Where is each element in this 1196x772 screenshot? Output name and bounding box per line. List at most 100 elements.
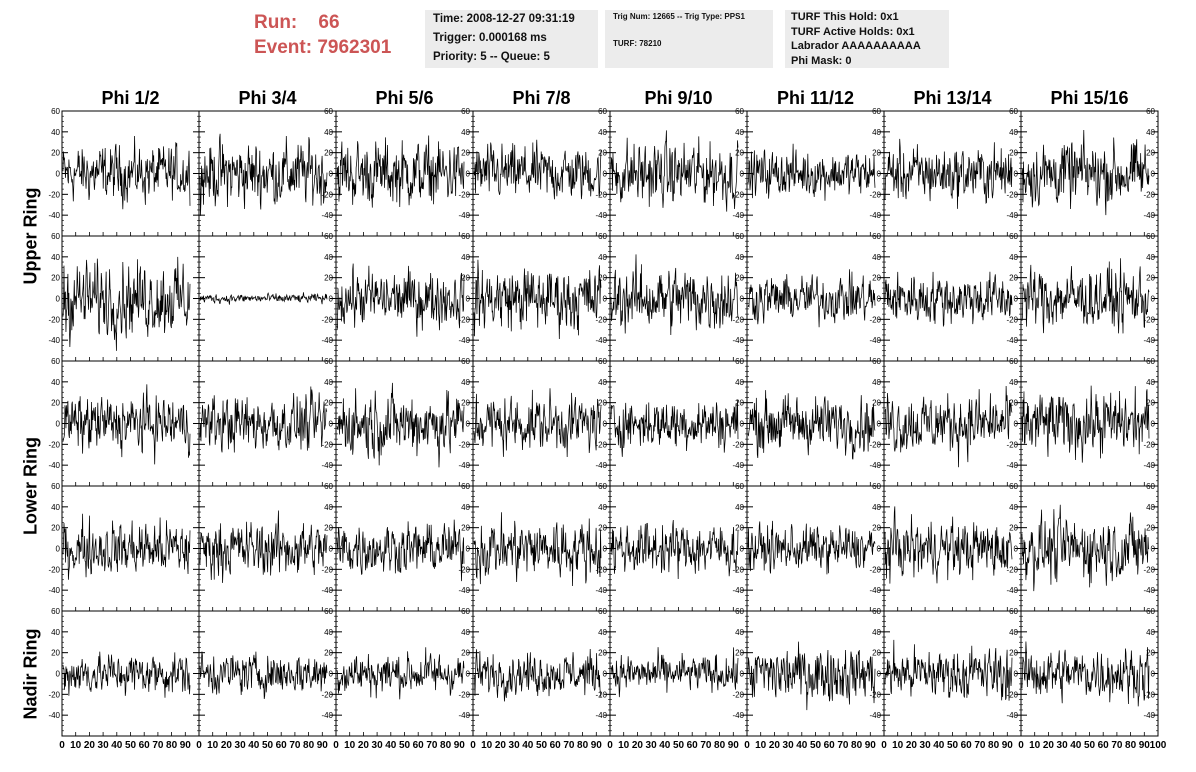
- trig-info-box: Trig Num: 12665 -- Trig Type: PPS1 TURF:…: [605, 10, 773, 68]
- x-tick-label: 20: [769, 740, 781, 751]
- y-tick-label: 0: [1151, 545, 1156, 554]
- x-tick-label: 0: [1018, 740, 1024, 751]
- x-tick-label: 50: [536, 740, 548, 751]
- trigger-text: Trigger: 0.000168 ms: [433, 32, 547, 44]
- panel-frame: [335, 110, 474, 237]
- y-tick-label: 40: [735, 128, 744, 137]
- y-tick-label: 0: [1014, 545, 1019, 554]
- y-tick-label: -20: [732, 190, 744, 199]
- waveform-trace: [62, 513, 191, 580]
- waveform-trace: [747, 641, 876, 711]
- y-tick-label: 40: [735, 253, 744, 262]
- y-tick-label: 40: [1146, 253, 1155, 262]
- trig-num-text: Trig Num: 12665 -- Trig Type: PPS1: [613, 12, 745, 21]
- y-tick-label: 0: [466, 295, 471, 304]
- y-tick-label: 20: [51, 399, 60, 408]
- x-tick-label: 50: [947, 740, 959, 751]
- x-tick-label: 20: [632, 740, 644, 751]
- y-tick-label: 0: [1014, 295, 1019, 304]
- y-tick-label: -20: [48, 190, 60, 199]
- y-tick-label: 20: [735, 274, 744, 283]
- time-text: Time: 2008-12-27 09:31:19: [433, 13, 575, 25]
- x-tick-label: 60: [687, 740, 699, 751]
- y-tick-label: 40: [461, 128, 470, 137]
- y-tick-label: 60: [1009, 482, 1018, 491]
- y-tick-label: 20: [1146, 149, 1155, 158]
- x-tick-label: 40: [1070, 740, 1082, 751]
- y-tick-label: -40: [732, 336, 744, 345]
- x-tick-label: 60: [413, 740, 425, 751]
- x-tick-label: 70: [837, 740, 849, 751]
- y-tick-label: 0: [877, 545, 882, 554]
- y-tick-label: -20: [458, 315, 470, 324]
- y-tick-label: 20: [461, 399, 470, 408]
- x-tick-label: 10: [344, 740, 356, 751]
- waveform-trace: [199, 510, 328, 583]
- y-tick-label: -40: [1143, 711, 1155, 720]
- y-tick-label: 40: [51, 378, 60, 387]
- y-tick-label: 40: [598, 628, 607, 637]
- y-tick-label: 0: [1151, 670, 1156, 679]
- y-tick-label: -40: [1006, 211, 1018, 220]
- y-tick-label: 40: [1009, 628, 1018, 637]
- y-tick-label: 20: [598, 399, 607, 408]
- y-tick-label: 60: [872, 357, 881, 366]
- x-tick-label: 30: [235, 740, 247, 751]
- waveform-trace: [473, 259, 602, 339]
- x-tick-label: 70: [563, 740, 575, 751]
- y-tick-label: 40: [51, 128, 60, 137]
- col-header: Phi 13/14: [913, 88, 992, 108]
- y-tick-label: 60: [51, 482, 60, 491]
- x-tick-label: 30: [98, 740, 110, 751]
- y-tick-label: -20: [48, 315, 60, 324]
- time-info-box: Time: 2008-12-27 09:31:19 Trigger: 0.000…: [425, 10, 598, 68]
- y-tick-label: 60: [51, 107, 60, 116]
- y-tick-label: -20: [1143, 690, 1155, 699]
- y-tick-label: -20: [595, 565, 607, 574]
- x-tick-label: 50: [262, 740, 274, 751]
- y-tick-label: 0: [329, 545, 334, 554]
- waveform-trace: [610, 254, 739, 335]
- y-tick-label: 60: [1146, 482, 1155, 491]
- y-tick-label: -40: [869, 336, 881, 345]
- x-tick-label: 80: [851, 740, 863, 751]
- y-tick-label: 0: [56, 670, 61, 679]
- y-tick-label: -40: [321, 461, 333, 470]
- y-tick-label: -40: [48, 586, 60, 595]
- waveform-trace: [62, 651, 191, 698]
- y-tick-label: -20: [48, 690, 60, 699]
- x-tick-label: 0: [744, 740, 750, 751]
- x-tick-label: 0: [607, 740, 613, 751]
- turf-text: TURF: 78210: [613, 39, 662, 48]
- y-tick-label: -20: [321, 565, 333, 574]
- y-tick-label: 20: [735, 649, 744, 658]
- y-tick-label: 60: [598, 107, 607, 116]
- waveform-trace: [884, 385, 1013, 468]
- y-tick-label: -20: [1143, 315, 1155, 324]
- y-tick-label: 40: [872, 628, 881, 637]
- waveform-trace: [884, 639, 1013, 701]
- x-tick-label: 80: [303, 740, 315, 751]
- y-tick-label: 60: [1146, 232, 1155, 241]
- y-tick-label: 20: [1009, 524, 1018, 533]
- y-tick-label: 40: [324, 503, 333, 512]
- y-tick-label: -20: [1143, 190, 1155, 199]
- priority-text: Priority: 5 -- Queue: 5: [433, 51, 550, 63]
- waveform-trace: [884, 271, 1013, 328]
- waveform-trace: [199, 133, 328, 216]
- y-tick-label: -40: [869, 586, 881, 595]
- y-tick-label: 40: [1146, 503, 1155, 512]
- turf-hold-text: TURF This Hold: 0x1: [791, 11, 899, 23]
- y-tick-label: -40: [1006, 461, 1018, 470]
- x-tick-label: 30: [920, 740, 932, 751]
- turf-info-box: TURF This Hold: 0x1 TURF Active Holds: 0…: [785, 10, 949, 68]
- waveform-trace: [336, 519, 465, 582]
- y-tick-label: 0: [329, 295, 334, 304]
- y-tick-label: -20: [732, 440, 744, 449]
- waveform-trace: [199, 651, 328, 700]
- x-tick-label: 20: [906, 740, 918, 751]
- y-tick-label: 60: [1146, 357, 1155, 366]
- y-tick-label: -40: [321, 211, 333, 220]
- y-tick-label: 20: [872, 399, 881, 408]
